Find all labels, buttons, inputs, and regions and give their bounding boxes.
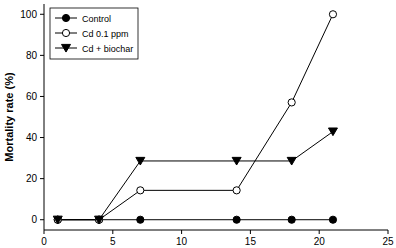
legend-marker bbox=[62, 44, 71, 52]
x-tick bbox=[388, 230, 389, 234]
y-tick-label: 100 bbox=[20, 9, 37, 20]
y-tick bbox=[40, 14, 44, 15]
y-tick-label: 20 bbox=[26, 173, 38, 184]
x-tick bbox=[112, 230, 113, 234]
legend-marker bbox=[62, 14, 69, 21]
data-point bbox=[233, 216, 240, 223]
data-point bbox=[54, 216, 61, 223]
x-tick bbox=[250, 230, 251, 234]
x-tick-label: 5 bbox=[110, 236, 116, 247]
legend-label: Cd + biochar bbox=[82, 44, 133, 54]
x-axis bbox=[44, 230, 388, 231]
y-tick bbox=[40, 55, 44, 56]
series-line bbox=[58, 132, 333, 220]
y-axis bbox=[44, 4, 45, 230]
legend-label: Control bbox=[82, 14, 111, 24]
y-tick-label: 60 bbox=[26, 91, 38, 102]
legend-box bbox=[50, 8, 138, 59]
y-axis-label: Mortality rate (%) bbox=[3, 72, 15, 162]
data-point bbox=[329, 11, 336, 18]
legend: Control Cd 0.1 ppm Cd + biochar bbox=[50, 8, 138, 59]
data-point bbox=[288, 99, 295, 106]
data-point bbox=[233, 187, 240, 194]
data-point bbox=[54, 216, 61, 223]
data-point bbox=[95, 216, 104, 224]
legend-marker bbox=[62, 29, 69, 36]
legend-label: Cd 0.1 ppm bbox=[82, 29, 129, 39]
data-point bbox=[136, 157, 145, 165]
data-point bbox=[287, 157, 296, 165]
y-tick bbox=[40, 96, 44, 97]
data-point bbox=[288, 216, 295, 223]
y-tick-label: 0 bbox=[31, 214, 37, 225]
plot-area bbox=[53, 11, 337, 224]
chart: 0 20 40 60 80 100 0 5 10 15 20 25 Mortality rate (%)… bbox=[0, 0, 396, 248]
data-point bbox=[137, 187, 144, 194]
data-point bbox=[53, 216, 62, 224]
x-tick-label: 10 bbox=[176, 236, 188, 247]
series-line bbox=[58, 14, 333, 219]
x-tick-label: 25 bbox=[382, 236, 394, 247]
x-tick-label: 0 bbox=[41, 236, 47, 247]
data-point bbox=[329, 216, 336, 223]
data-point bbox=[328, 128, 337, 136]
y-tick bbox=[40, 219, 44, 220]
y-tick-label: 40 bbox=[26, 132, 38, 143]
y-tick bbox=[40, 178, 44, 179]
data-point bbox=[137, 216, 144, 223]
data-point bbox=[95, 216, 102, 223]
y-tick bbox=[40, 137, 44, 138]
x-tick bbox=[319, 230, 320, 234]
y-tick-label: 80 bbox=[26, 50, 38, 61]
x-tick-label: 15 bbox=[245, 236, 257, 247]
x-tick-label: 20 bbox=[314, 236, 326, 247]
data-point bbox=[232, 157, 241, 165]
x-tick bbox=[181, 230, 182, 234]
x-tick bbox=[44, 230, 45, 234]
data-point bbox=[95, 216, 102, 223]
